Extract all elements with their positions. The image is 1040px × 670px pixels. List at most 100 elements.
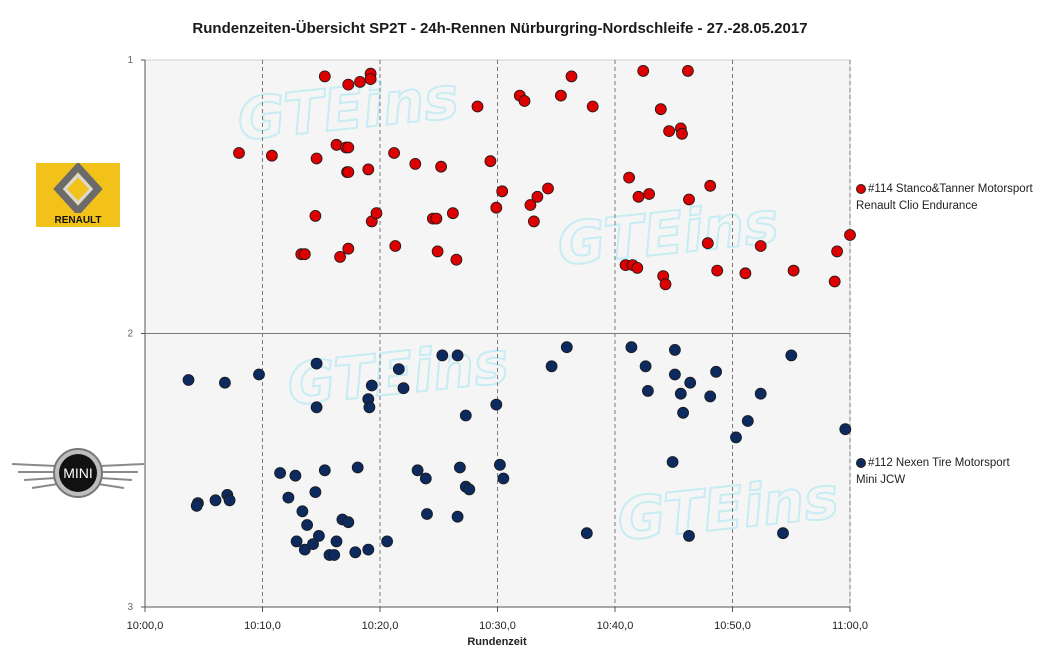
data-point: [365, 379, 378, 392]
data-point: [632, 190, 645, 203]
data-point: [328, 549, 341, 561]
data-point: [290, 535, 303, 548]
data-point: [555, 89, 567, 102]
y-tick-label: 2: [127, 329, 133, 340]
data-point: [392, 363, 405, 376]
data-point: [787, 264, 800, 277]
y-tick-label: 1: [127, 55, 133, 66]
data-point: [312, 530, 325, 542]
x-tick-label: 10:40,0: [597, 620, 634, 632]
data-point: [342, 516, 355, 529]
data-point: [310, 152, 323, 165]
x-tick-label: 11:00,0: [832, 620, 868, 632]
legend-marker-red: [856, 183, 866, 194]
data-point: [310, 401, 323, 414]
data-point: [560, 341, 573, 354]
data-point: [625, 341, 638, 354]
y-tick-label: 3: [127, 602, 133, 613]
data-point: [349, 546, 362, 559]
data-point: [710, 365, 722, 378]
data-point: [190, 499, 203, 512]
svg-text:RENAULT: RENAULT: [54, 215, 101, 226]
data-point: [223, 494, 236, 507]
data-point: [370, 207, 383, 220]
data-point: [253, 368, 265, 381]
data-point: [643, 188, 655, 200]
data-point: [446, 207, 459, 220]
series-114-points: [233, 65, 856, 291]
data-point: [342, 141, 355, 154]
data-point: [298, 543, 311, 556]
data-point: [674, 387, 687, 400]
data-point: [282, 491, 295, 504]
data-point: [828, 275, 841, 288]
data-point: [754, 387, 767, 400]
x-tick-label: 10:20,0: [362, 620, 399, 632]
gridlines: [145, 60, 851, 607]
data-point: [484, 155, 497, 168]
data-point: [565, 70, 578, 83]
data-point: [739, 267, 752, 280]
x-tick-label: 10:30,0: [479, 620, 516, 632]
data-point: [451, 510, 464, 523]
data-point: [654, 103, 667, 116]
data-point: [785, 349, 798, 362]
data-point: [682, 65, 694, 77]
data-point: [683, 193, 695, 206]
data-point: [701, 237, 714, 250]
data-point: [741, 415, 754, 427]
legend-label: #112 Nexen Tire Motorsport: [868, 457, 1010, 469]
data-point: [289, 469, 302, 482]
data-point: [430, 212, 443, 225]
data-point: [307, 538, 319, 550]
data-point: [265, 149, 278, 162]
renault-logo: RENAULT: [36, 161, 120, 227]
data-point: [435, 160, 448, 173]
data-point: [676, 127, 688, 140]
data-point: [388, 147, 401, 159]
data-point: [389, 240, 402, 252]
legend-label-line2: Renault Clio Endurance: [856, 200, 978, 212]
data-point: [637, 65, 650, 77]
data-point: [233, 147, 245, 159]
data-point: [463, 483, 476, 496]
data-point: [669, 343, 681, 356]
legend-label: #114 Stanco&Tanner Motorsport: [868, 183, 1033, 195]
data-point: [362, 543, 375, 556]
data-point: [754, 240, 767, 252]
data-point: [496, 185, 509, 198]
data-point: [342, 78, 355, 91]
data-point: [831, 245, 843, 258]
data-point: [351, 461, 364, 474]
data-point: [296, 505, 309, 518]
x-tick-label: 10:10,0: [244, 620, 281, 632]
data-point: [450, 253, 463, 266]
data-point: [318, 70, 331, 83]
data-point: [631, 261, 644, 274]
data-point: [528, 215, 540, 228]
data-point: [342, 166, 355, 179]
legend-item-series-112: #112 Nexen Tire Motorsport Mini JCW: [856, 455, 1010, 489]
data-point: [839, 423, 852, 436]
data-point: [218, 376, 231, 389]
data-point: [497, 472, 510, 485]
data-point: [334, 250, 347, 263]
data-point: [704, 390, 717, 403]
data-point: [777, 527, 789, 540]
data-point: [545, 360, 558, 373]
data-point: [659, 278, 672, 291]
data-point: [330, 535, 343, 548]
series-112-points: [182, 341, 852, 561]
data-point: [309, 209, 322, 222]
data-point: [301, 519, 314, 531]
data-point: [542, 182, 554, 195]
data-point: [683, 530, 695, 542]
data-point: [363, 401, 376, 414]
x-tick-label: 10:50,0: [714, 620, 751, 632]
data-point: [623, 171, 635, 184]
data-point: [364, 73, 377, 85]
data-point: [459, 409, 472, 422]
data-point: [844, 229, 856, 241]
data-point: [711, 264, 724, 277]
